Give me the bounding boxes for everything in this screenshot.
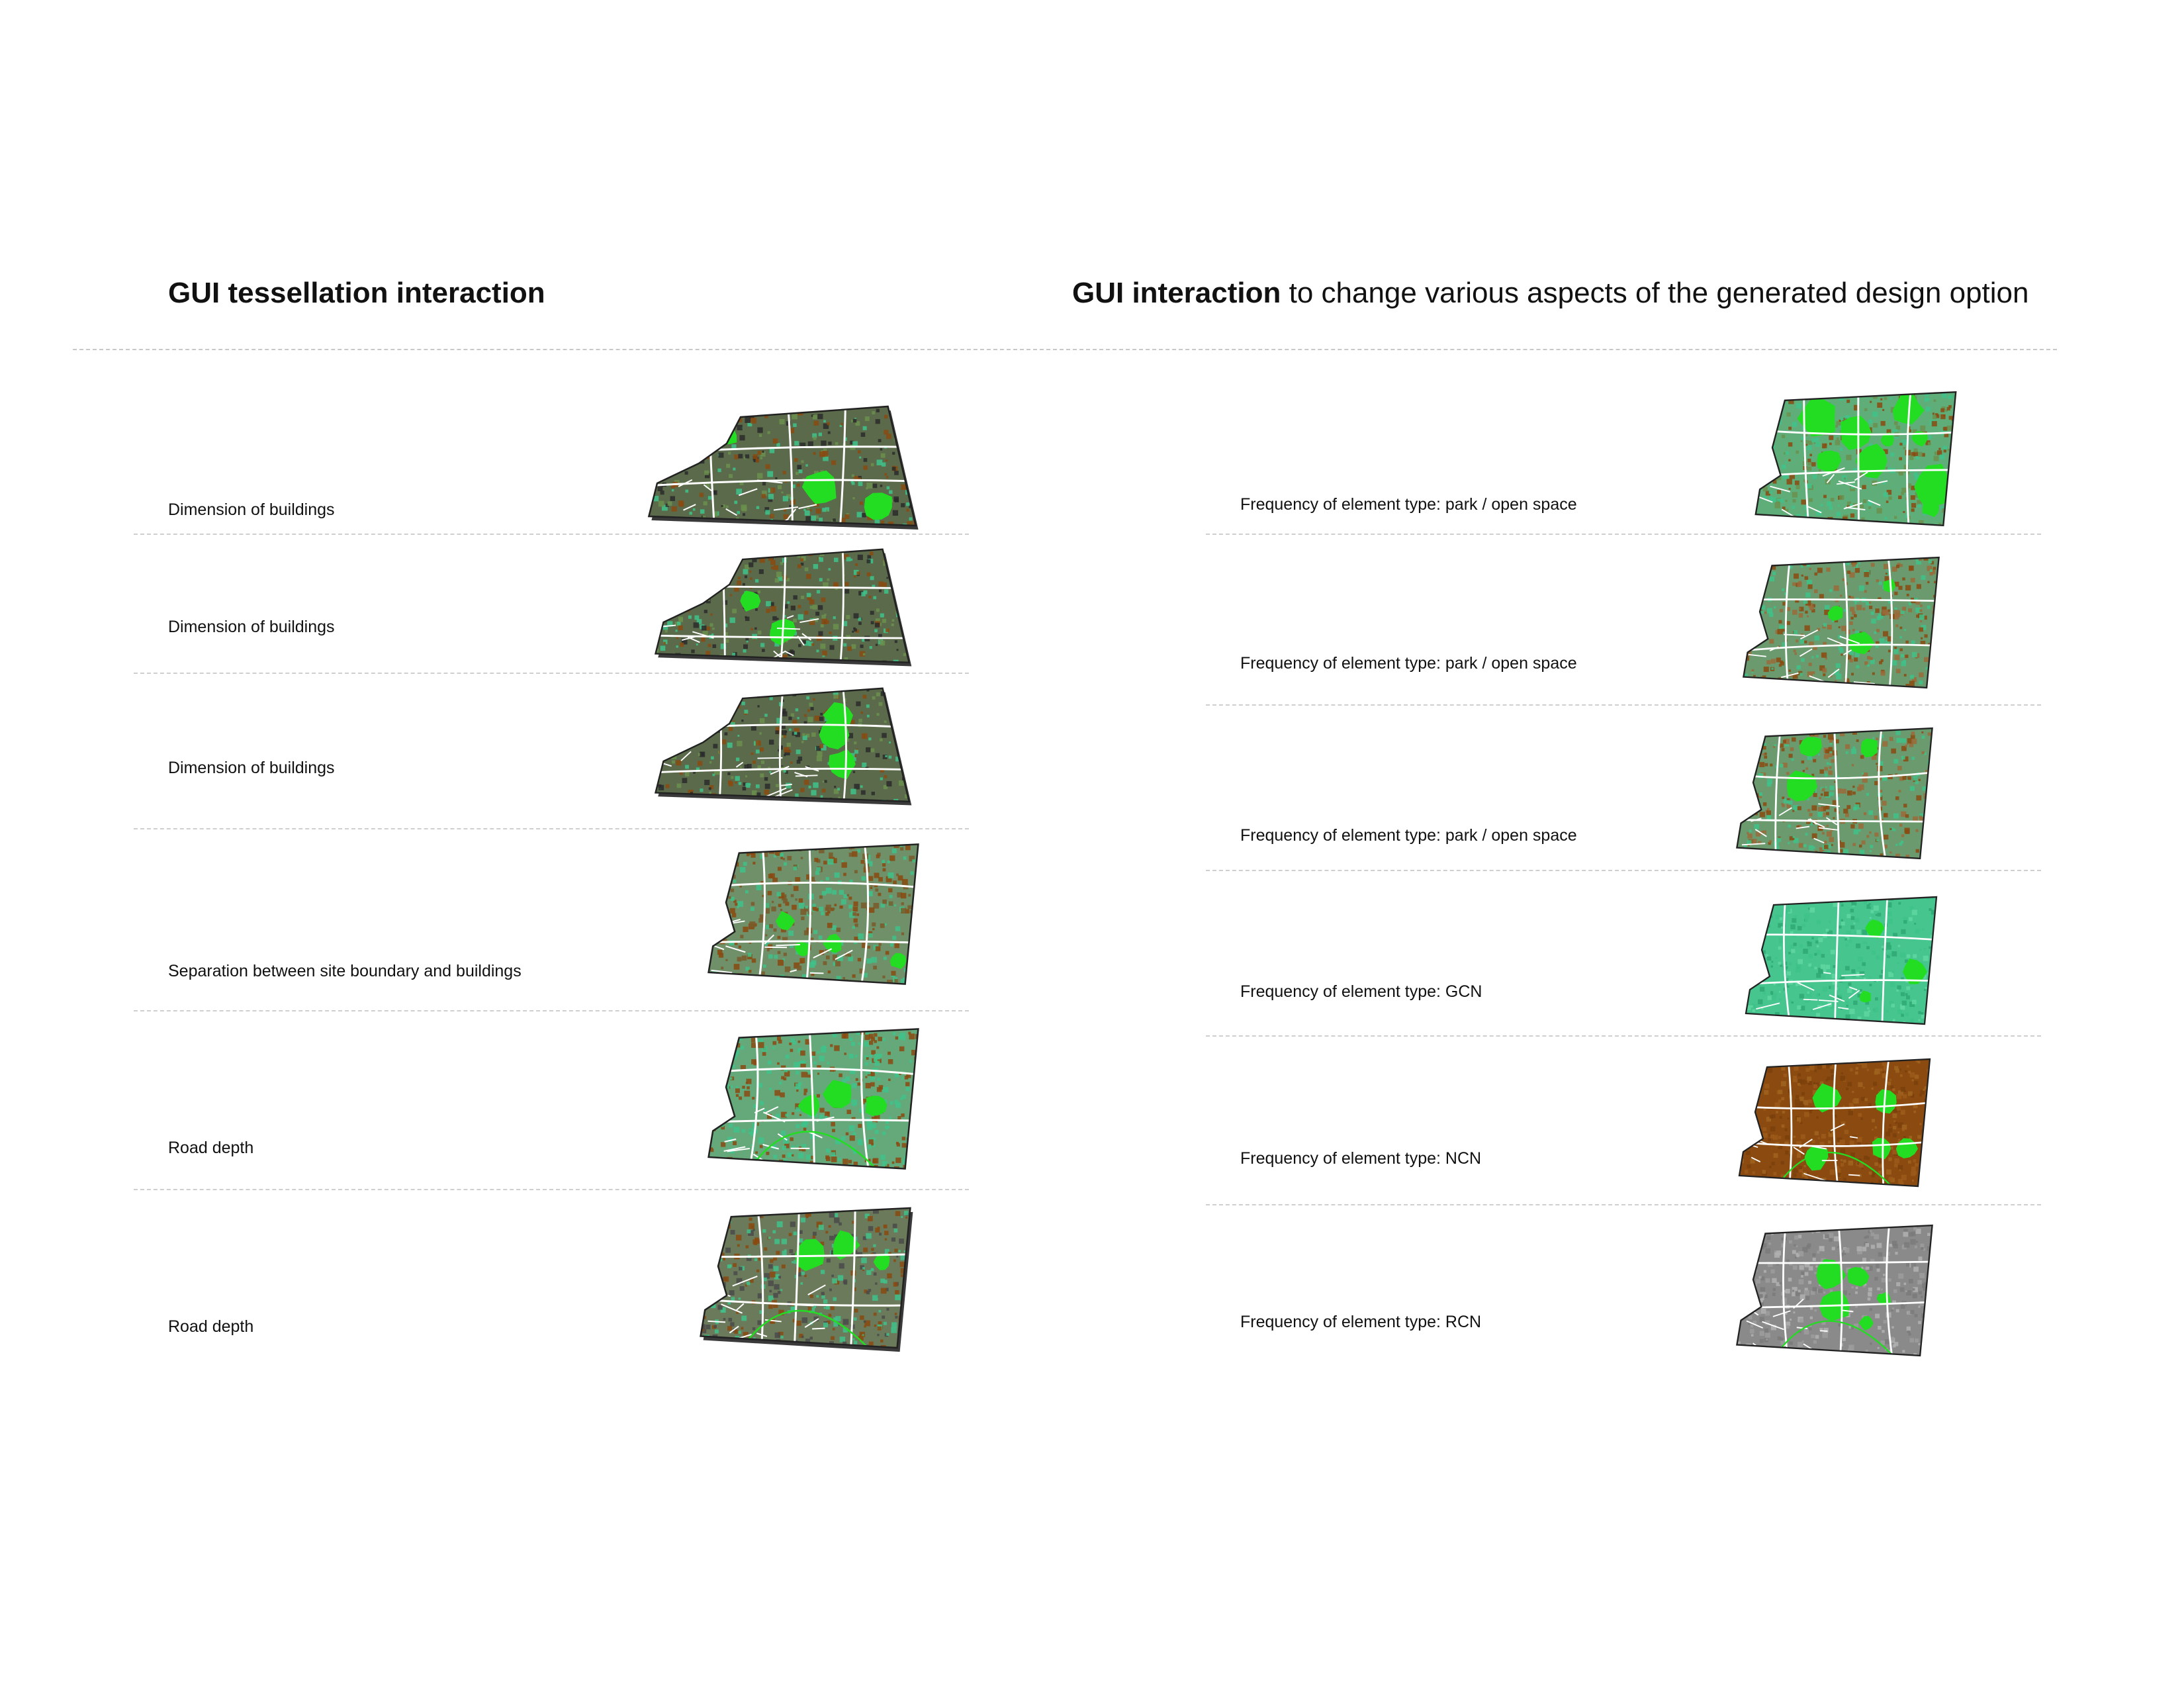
tessellation-preview-image bbox=[700, 1207, 913, 1352]
row-label: Road depth bbox=[168, 1139, 254, 1157]
right-row-1: Frequency of element type: park / open s… bbox=[1206, 350, 2041, 535]
row-label: Road depth bbox=[168, 1317, 254, 1336]
row-label: Dimension of buildings bbox=[168, 759, 335, 777]
right-panel: Frequency of element type: park / open s… bbox=[1206, 350, 2041, 1369]
row-label: Frequency of element type: park / open s… bbox=[1240, 826, 1577, 845]
design-option-image bbox=[1754, 391, 1957, 527]
row-divider bbox=[1206, 1035, 2041, 1037]
right-row-5: Frequency of element type: NCN bbox=[1206, 1037, 2041, 1205]
row-divider bbox=[1206, 534, 2041, 535]
right-heading-bold: GUI interaction bbox=[1072, 277, 1281, 309]
right-row-2: Frequency of element type: park / open s… bbox=[1206, 535, 2041, 706]
row-divider bbox=[134, 1189, 969, 1190]
design-option-image bbox=[1738, 1058, 1931, 1188]
tessellation-preview-image bbox=[647, 405, 919, 530]
row-divider bbox=[134, 828, 969, 829]
right-row-6: Frequency of element type: RCN bbox=[1206, 1205, 2041, 1371]
row-label: Separation between site boundary and bui… bbox=[168, 962, 522, 980]
row-divider bbox=[1206, 1204, 2041, 1205]
row-label: Frequency of element type: GCN bbox=[1240, 982, 1482, 1001]
row-label: Dimension of buildings bbox=[168, 500, 335, 519]
tessellation-preview-image bbox=[707, 843, 919, 985]
row-label: Frequency of element type: park / open s… bbox=[1240, 495, 1577, 514]
left-row-5: Road depth bbox=[134, 1011, 969, 1190]
right-heading: GUI interaction to change various aspect… bbox=[1072, 277, 2029, 310]
design-option-image bbox=[1745, 896, 1938, 1025]
left-row-4: Separation between site boundary and bui… bbox=[134, 829, 969, 1011]
design-option-image bbox=[1736, 1224, 1933, 1357]
row-label: Frequency of element type: park / open s… bbox=[1240, 654, 1577, 673]
header-divider bbox=[73, 349, 2057, 350]
row-divider bbox=[134, 673, 969, 674]
row-label: Frequency of element type: RCN bbox=[1240, 1313, 1482, 1331]
left-row-1: Dimension of buildings bbox=[134, 350, 969, 535]
row-label: Frequency of element type: NCN bbox=[1240, 1149, 1482, 1168]
design-option-image bbox=[1743, 556, 1940, 689]
left-row-2: Dimension of buildings bbox=[134, 535, 969, 674]
left-heading-text: GUI tessellation interaction bbox=[168, 277, 545, 309]
tessellation-preview-image bbox=[654, 687, 912, 806]
tessellation-preview-image bbox=[707, 1028, 919, 1170]
row-divider bbox=[134, 534, 969, 535]
left-row-6: Road depth bbox=[134, 1190, 969, 1362]
right-heading-rest: to change various aspects of the generat… bbox=[1281, 277, 2029, 309]
right-row-3: Frequency of element type: park / open s… bbox=[1206, 706, 2041, 871]
left-row-3: Dimension of buildings bbox=[134, 674, 969, 829]
right-row-4: Frequency of element type: GCN bbox=[1206, 871, 2041, 1037]
tessellation-preview-image bbox=[654, 548, 912, 667]
row-divider bbox=[1206, 870, 2041, 871]
row-divider bbox=[1206, 704, 2041, 706]
left-panel: Dimension of buildings Dimension of buil… bbox=[134, 350, 969, 1369]
design-option-image bbox=[1736, 727, 1933, 860]
left-heading: GUI tessellation interaction bbox=[168, 277, 545, 310]
row-divider bbox=[134, 1010, 969, 1011]
row-label: Dimension of buildings bbox=[168, 618, 335, 636]
